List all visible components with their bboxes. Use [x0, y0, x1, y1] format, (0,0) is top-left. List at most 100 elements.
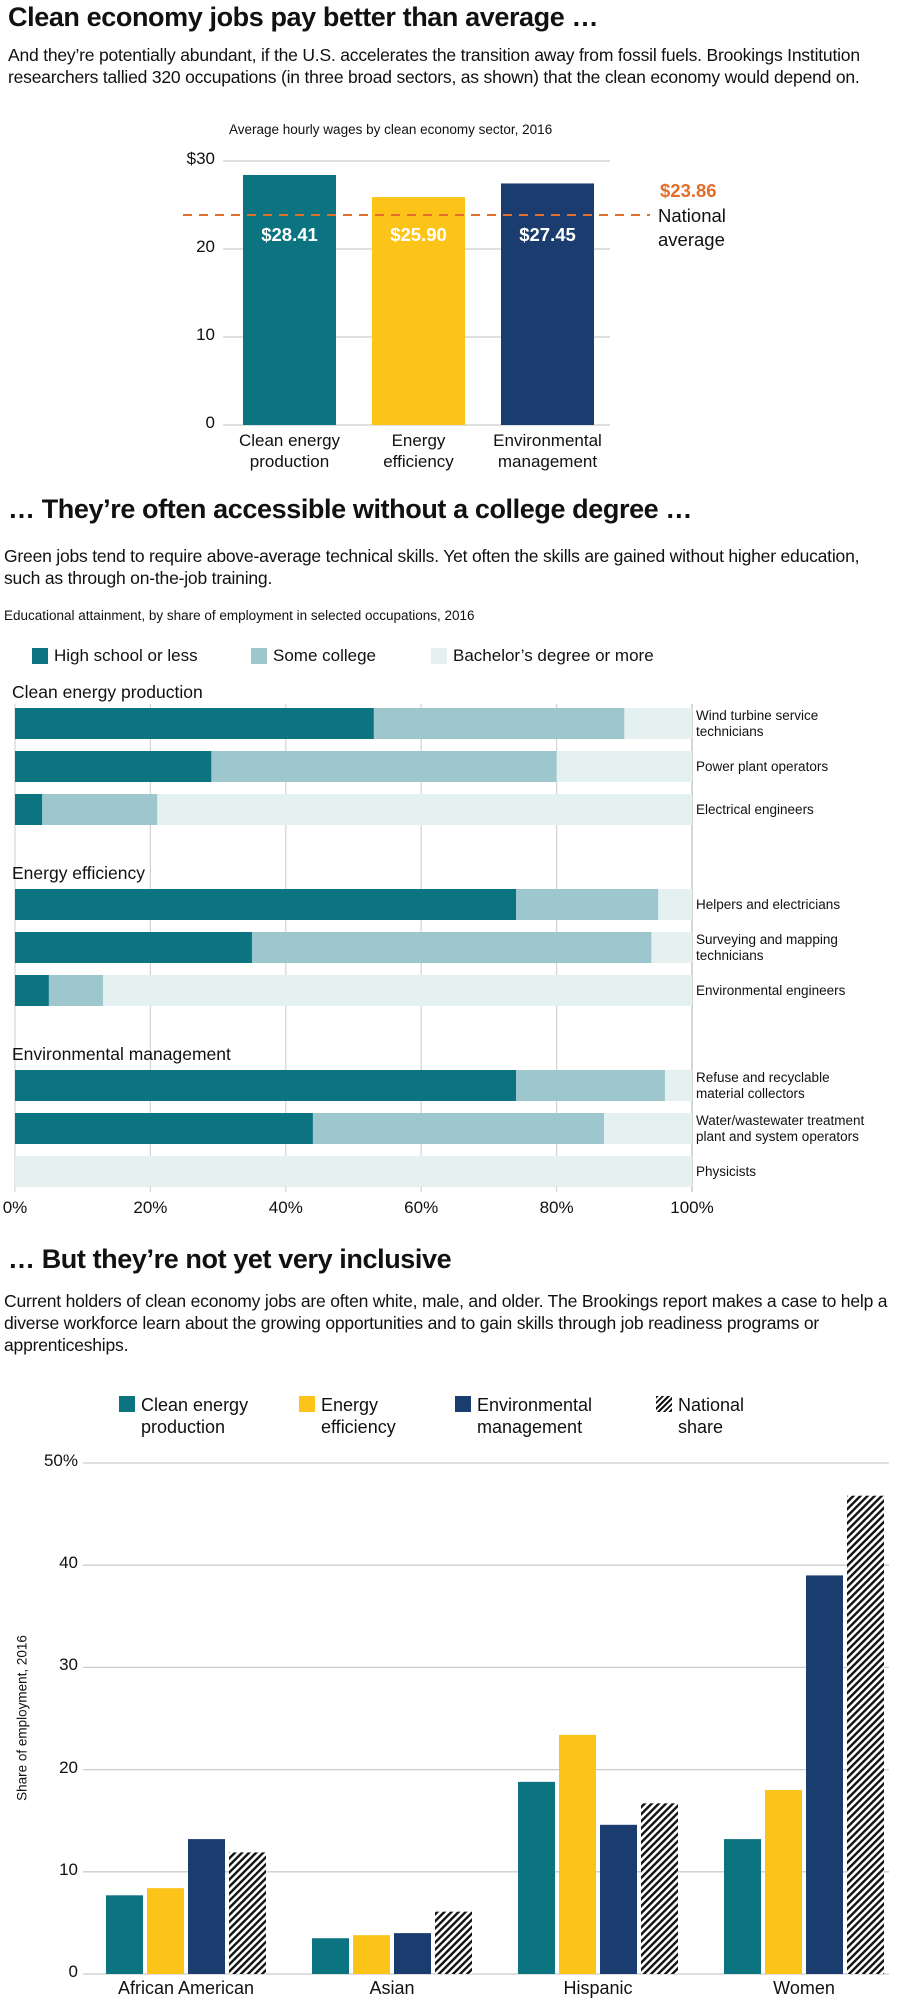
bar-high-school [15, 1113, 313, 1144]
section3-dek: Current holders of clean economy jobs ar… [4, 1291, 888, 1355]
chart2-title: Educational attainment, by share of empl… [4, 608, 475, 623]
occupation-label: Electrical engineers [696, 801, 814, 817]
bar-high-school [15, 794, 43, 825]
bar-energy-efficiency [353, 1935, 390, 1974]
national-average-value: $23.86 [660, 180, 717, 201]
legend-item: National share [656, 1394, 744, 1438]
bar-high-school [15, 1070, 516, 1101]
bar-clean-energy-production [106, 1895, 143, 1974]
bar-environmental-management [188, 1839, 225, 1974]
bar-some-college [373, 708, 625, 739]
legend-label: Environmental management [477, 1395, 593, 1437]
bar-national-share [229, 1852, 266, 1974]
legend-swatch [251, 648, 267, 664]
y-tick-label: 0 [68, 1962, 78, 1981]
bar-bachelors [15, 975, 692, 1006]
legend-label: National share [678, 1395, 745, 1437]
bar-high-school [15, 751, 212, 782]
legend-label: Clean energy production [141, 1395, 249, 1437]
legend-label: High school or less [54, 646, 198, 665]
bar-value-label: $28.41 [261, 224, 318, 245]
bar-some-college [211, 751, 557, 782]
occupation-label: Surveying and mapping technicians [696, 931, 838, 963]
bar-energy-efficiency [765, 1790, 802, 1974]
x-tick-label: 20% [133, 1198, 168, 1217]
bar-high-school [15, 932, 252, 963]
category-label: Women [773, 1978, 835, 1998]
legend-swatch [455, 1396, 471, 1412]
x-tick-label: 40% [268, 1198, 303, 1217]
section1-dek: And they’re potentially abundant, if the… [8, 45, 860, 87]
x-tick-label: 0% [2, 1198, 28, 1217]
legend-label: Bachelor’s degree or more [453, 646, 654, 665]
y-tick-label: 50% [43, 1451, 78, 1470]
y-tick-label: 10 [59, 1859, 78, 1879]
category-label: Clean energy production [238, 431, 341, 471]
y-tick-label: 0 [205, 413, 215, 432]
national-average-label: National average [658, 205, 726, 250]
occupation-label: Helpers and electricians [696, 896, 841, 912]
bar-national-share [641, 1803, 678, 1974]
bar-environmental-management [501, 183, 594, 425]
x-tick-label: 80% [539, 1198, 574, 1217]
bar-clean-energy-production [724, 1839, 761, 1974]
x-tick-label: 100% [670, 1198, 714, 1217]
legend-swatch [299, 1396, 315, 1412]
bar-some-college [312, 1113, 604, 1144]
category-label: Energy efficiency [383, 431, 454, 471]
sector-label: Clean energy production [12, 682, 203, 702]
bar-value-label: $25.90 [390, 224, 447, 245]
category-label: African American [117, 1978, 255, 1998]
y-tick-label: 20 [59, 1757, 78, 1777]
legend-swatch [119, 1396, 135, 1412]
legend-item: Some college [251, 646, 376, 666]
bar-value-label: $27.45 [519, 224, 576, 245]
category-label: Asian [369, 1978, 415, 1998]
bar-environmental-management [394, 1933, 431, 1974]
occupation-label: Refuse and recyclable material collectors [696, 1069, 830, 1101]
bar-energy-efficiency [559, 1734, 596, 1974]
section1-title: Clean economy jobs pay better than avera… [8, 2, 599, 32]
bar-high-school [15, 889, 516, 920]
chart1-wage-bars [183, 160, 650, 426]
bar-environmental-management [806, 1575, 843, 1974]
occupation-label: Environmental engineers [696, 982, 846, 998]
legend-label: Energy efficiency [321, 1395, 396, 1437]
legend-label: Some college [273, 646, 377, 665]
bar-environmental-management [600, 1824, 637, 1974]
legend-item: Environmental management [455, 1394, 592, 1438]
legend-swatch [656, 1396, 672, 1412]
legend-item: Bachelor’s degree or more [431, 646, 654, 666]
bar-energy-efficiency [147, 1888, 184, 1974]
occupation-label: Wind turbine service technicians [696, 707, 819, 739]
legend-swatch [32, 648, 48, 664]
bar-some-college [42, 794, 158, 825]
bar-clean-energy-production [518, 1781, 555, 1974]
legend-item: Clean energy production [119, 1394, 248, 1438]
section2-dek: Green jobs tend to require above-average… [4, 546, 860, 588]
sector-label: Energy efficiency [12, 863, 145, 883]
bar-high-school [15, 975, 49, 1006]
bar-high-school [15, 708, 374, 739]
category-label: Environmental management [493, 431, 602, 471]
bar-national-share [847, 1495, 884, 1974]
y-tick-label: 40 [59, 1553, 78, 1573]
bar-energy-efficiency [372, 197, 465, 425]
category-label: Hispanic [563, 1978, 633, 1998]
bar-some-college [48, 975, 104, 1006]
bar-national-share [435, 1911, 472, 1974]
chart1-title: Average hourly wages by clean economy se… [229, 122, 553, 137]
legend-swatch [431, 648, 447, 664]
occupation-label: Power plant operators [696, 758, 829, 774]
bar-clean-energy-production [312, 1938, 349, 1974]
y-tick-label: 30 [59, 1655, 78, 1675]
sector-label: Environmental management [12, 1044, 231, 1064]
y-tick-label: 20 [196, 237, 215, 256]
legend-item: Energy efficiency [299, 1394, 396, 1438]
bar-some-college [515, 889, 659, 920]
legend-item: High school or less [32, 646, 198, 666]
bar-bachelors [15, 1156, 692, 1187]
y-tick-label: $30 [186, 149, 215, 168]
x-tick-label: 60% [404, 1198, 439, 1217]
